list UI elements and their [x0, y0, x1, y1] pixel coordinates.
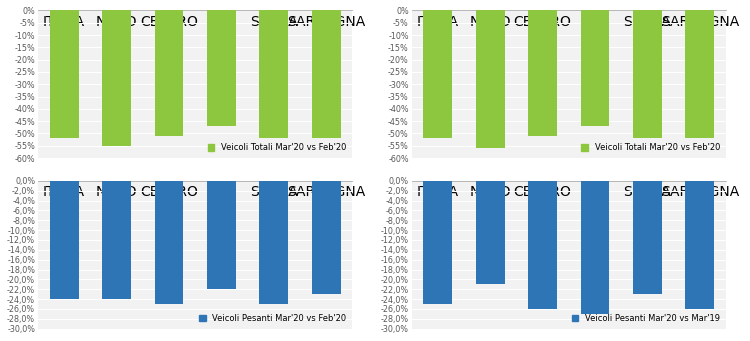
Bar: [528, 11, 557, 136]
Bar: [476, 11, 505, 148]
Bar: [423, 181, 452, 304]
Bar: [154, 11, 183, 136]
Bar: [207, 11, 236, 126]
Bar: [260, 11, 288, 138]
Bar: [686, 11, 714, 138]
Bar: [207, 181, 236, 289]
Bar: [154, 181, 183, 304]
Bar: [528, 181, 557, 309]
Bar: [580, 181, 609, 314]
Legend: Veicoli Pesanti Mar'20 vs Feb'20: Veicoli Pesanti Mar'20 vs Feb'20: [197, 312, 348, 324]
Bar: [312, 11, 340, 138]
Bar: [50, 181, 79, 299]
Bar: [476, 181, 505, 284]
Bar: [423, 11, 452, 138]
Bar: [102, 181, 131, 299]
Bar: [633, 181, 662, 294]
Legend: Veicoli Pesanti Mar'20 vs Mar'19: Veicoli Pesanti Mar'20 vs Mar'19: [570, 312, 722, 324]
Bar: [50, 11, 79, 138]
Bar: [580, 11, 609, 126]
Legend: Veicoli Totali Mar'20 vs Feb'20: Veicoli Totali Mar'20 vs Feb'20: [206, 142, 348, 154]
Bar: [260, 181, 288, 304]
Bar: [312, 181, 340, 294]
Bar: [102, 11, 131, 146]
Legend: Veicoli Totali Mar'20 vs Feb'20: Veicoli Totali Mar'20 vs Feb'20: [580, 142, 722, 154]
Bar: [633, 11, 662, 138]
Bar: [686, 181, 714, 309]
